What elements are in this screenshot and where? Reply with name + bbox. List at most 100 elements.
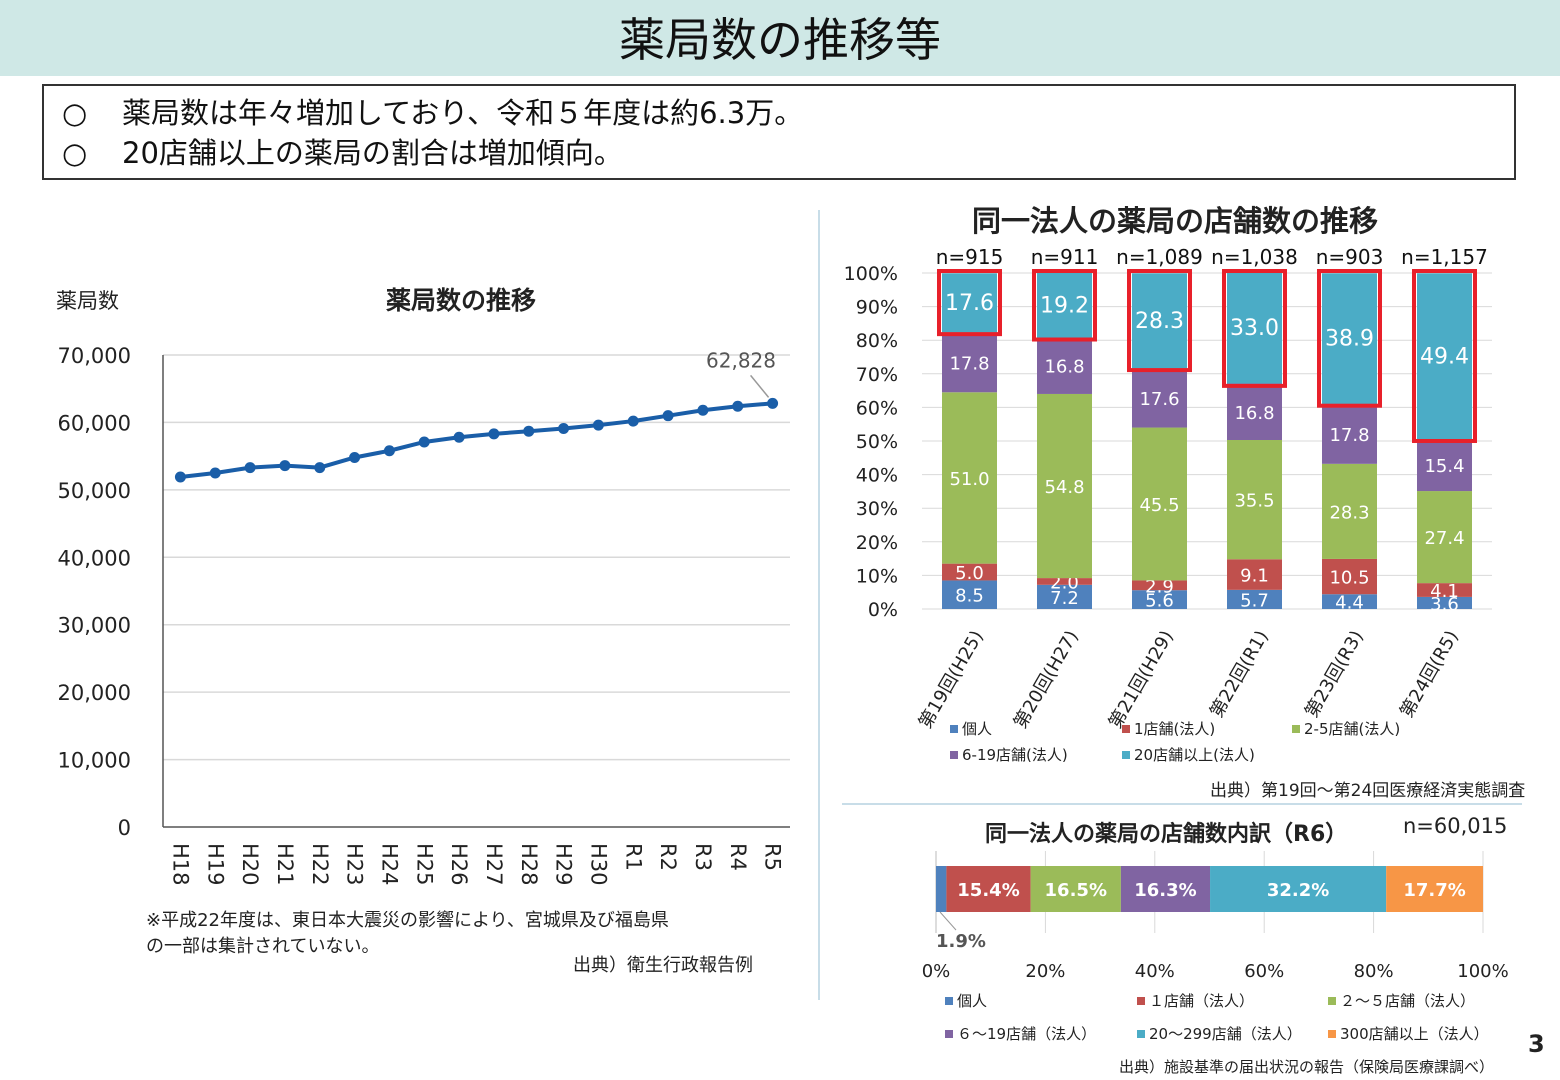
data-label: 4.4	[1335, 593, 1364, 614]
x-tick-label: H19	[203, 843, 227, 886]
data-label: 27.4	[1424, 528, 1464, 549]
x-tick-label: 100%	[1457, 961, 1508, 982]
legend-swatch	[1122, 725, 1130, 733]
legend-swatch	[1122, 751, 1130, 759]
x-tick-label: 第23回(R3)	[1301, 627, 1368, 721]
y-tick-label: 30%	[856, 498, 898, 520]
y-tick-label: 60,000	[58, 411, 131, 435]
summary-text-2: 20店舗以上の薬局の割合は増加傾向。	[122, 136, 623, 170]
title-bar: 薬局数の推移等	[0, 0, 1560, 76]
mid-chart-title: 同一法人の薬局の店舗数の推移	[972, 204, 1379, 238]
legend-swatch	[1137, 1030, 1145, 1038]
bar-segment	[1132, 273, 1187, 369]
y-tick-label: 20,000	[58, 681, 131, 705]
data-point	[244, 462, 256, 474]
y-tick-label: 0	[118, 816, 131, 840]
data-point	[767, 397, 779, 409]
bottom-chart-title: 同一法人の薬局の店舗数内訳（R6）	[985, 822, 1348, 847]
bar-segment	[1417, 491, 1472, 584]
data-point	[732, 400, 744, 412]
x-tick-label: R1	[621, 843, 645, 871]
data-label: 5.0	[955, 563, 984, 584]
data-label: 2.9	[1145, 576, 1174, 597]
data-point	[279, 460, 291, 472]
bar-segment	[1037, 337, 1092, 394]
data-label: 19.2	[1040, 293, 1089, 318]
y-tick-label: 40,000	[58, 546, 131, 570]
y-tick-label: 80%	[856, 330, 898, 352]
left-note-line2: の一部は集計されていない。	[146, 936, 380, 957]
data-label: 3.6	[1430, 594, 1459, 615]
bar-segment	[1120, 866, 1211, 912]
x-tick-label: 0%	[922, 961, 951, 982]
legend-label: ２～５店舗（法人）	[1340, 992, 1475, 1010]
data-label: 35.5	[1234, 491, 1274, 512]
bar-segment	[936, 866, 947, 912]
data-point	[488, 428, 500, 440]
x-tick-label: H28	[517, 843, 541, 886]
bar-segment	[942, 332, 997, 393]
bar-segment	[1417, 273, 1472, 440]
x-tick-label: R2	[656, 843, 680, 871]
x-tick-label: 第21回(H29)	[1105, 627, 1178, 732]
data-label: 8.5	[955, 586, 984, 607]
data-label: 17.7%	[1403, 880, 1465, 901]
data-point	[523, 425, 535, 437]
y-tick-label: 60%	[856, 397, 898, 419]
x-tick-label: 第24回(R5)	[1396, 627, 1463, 721]
data-point	[349, 451, 361, 463]
callout-label: 62,828	[706, 348, 776, 372]
bar-segment	[1322, 463, 1377, 559]
n-label: n=1,089	[1116, 245, 1203, 269]
bottom-n-label: n=60,015	[1403, 814, 1508, 838]
legend-label: 2-5店舗(法人)	[1304, 720, 1400, 738]
highlight-box	[1222, 269, 1287, 388]
x-tick-label: H18	[168, 843, 192, 886]
data-label: 16.8	[1234, 403, 1274, 424]
x-tick-label: H21	[273, 843, 297, 886]
x-tick-label: 第19回(H25)	[915, 627, 988, 732]
stacked-bar-chart: 0% 10% 20% 30% 40% 50% 60% 70% 80% 90% 100% 8.55.0 5…	[844, 245, 1492, 764]
data-label: 9.1	[1240, 566, 1269, 587]
data-label: 51.0	[949, 469, 989, 490]
bar-segment	[942, 273, 997, 333]
y-tick-label: 10,000	[58, 749, 131, 773]
legend-label: １店舗（法人）	[1149, 992, 1254, 1010]
n-label: n=903	[1316, 245, 1384, 269]
data-label: 16.5%	[1045, 880, 1107, 901]
bar-segment	[1417, 439, 1472, 492]
data-label: 33.0	[1230, 316, 1279, 341]
data-label: 32.2%	[1267, 880, 1329, 901]
y-tick-label: 70%	[856, 364, 898, 386]
n-label: n=915	[936, 245, 1004, 269]
highlight-box	[937, 269, 1002, 337]
bar-segment	[1386, 866, 1483, 912]
highlight-box	[1412, 269, 1477, 443]
highlight-box	[1127, 269, 1192, 373]
left-chart-ylabel: 薬局数	[56, 289, 119, 313]
bar-segment	[1417, 583, 1472, 597]
n-label: n=1,038	[1211, 245, 1298, 269]
data-label: 5.6	[1145, 591, 1174, 612]
bar-segment	[942, 563, 997, 581]
data-label: 5.7	[1240, 590, 1269, 611]
y-tick-label: 70,000	[58, 344, 131, 368]
legend-swatch	[950, 751, 958, 759]
summary-marker-2: ○	[62, 136, 88, 170]
bar-segment	[1037, 578, 1092, 585]
bar-segment	[1322, 404, 1377, 464]
data-label: 17.8	[949, 353, 989, 374]
bar-segment	[1030, 866, 1121, 912]
data-label: 45.5	[1139, 495, 1179, 516]
bar-segment	[942, 392, 997, 564]
bar-segment	[1227, 439, 1282, 560]
data-point	[209, 467, 221, 479]
x-tick-label: R5	[761, 843, 785, 871]
bottom-source: 出典）施設基準の届出状況の報告（保険局医療課調べ）	[1119, 1058, 1494, 1076]
page-title: 薬局数の推移等	[619, 13, 941, 67]
summary-box: ○ 薬局数は年々増加しており、令和５年度は約6.3万。 ○ 20店舗以上の薬局の割合…	[42, 84, 1516, 180]
x-tick-label: H26	[447, 843, 471, 886]
bar-segment	[1132, 580, 1187, 591]
x-tick-label: 80%	[1354, 961, 1394, 982]
y-tick-label: 20%	[856, 532, 898, 554]
